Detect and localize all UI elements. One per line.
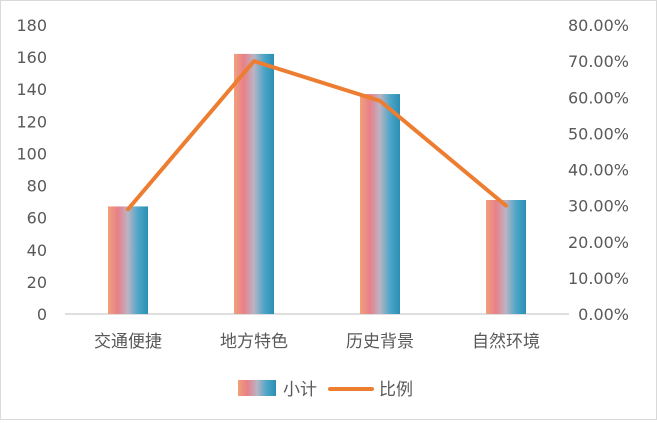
y-left-tick-label: 60 — [27, 209, 47, 228]
y-left-tick-label: 0 — [37, 305, 47, 324]
y-left-tick-label: 80 — [27, 177, 47, 196]
y-right-tick-label: 50.00% — [568, 124, 629, 143]
legend: 小计 比例 — [238, 380, 413, 400]
y-right-tick-label: 80.00% — [568, 16, 629, 35]
legend-label-line: 比例 — [379, 380, 413, 400]
x-axis: 交通便捷 地方特色 历史背景 自然环境 — [65, 314, 569, 352]
y-right-tick-label: 30.00% — [568, 197, 629, 216]
y-right-tick-label: 60.00% — [568, 88, 629, 107]
legend-label-bar: 小计 — [283, 380, 317, 400]
x-tick-label: 地方特色 — [220, 332, 288, 352]
bar — [486, 200, 526, 314]
bar-series — [108, 54, 526, 314]
x-tick-label: 自然环境 — [472, 332, 540, 352]
y-left-tick-label: 160 — [16, 48, 47, 67]
y-left-tick-label: 100 — [16, 144, 47, 163]
line-series — [128, 61, 506, 209]
bar — [108, 206, 148, 314]
line-path — [128, 61, 506, 209]
y-right-tick-label: 0.00% — [578, 305, 629, 324]
y-right-tick-label: 20.00% — [568, 233, 629, 252]
y-right-tick-label: 70.00% — [568, 52, 629, 71]
y-left-tick-label: 180 — [16, 16, 47, 35]
y-left-tick-label: 20 — [27, 273, 47, 292]
y-left-tick-label: 120 — [16, 112, 47, 131]
y-right-tick-label: 10.00% — [568, 269, 629, 288]
y-left-tick-label: 40 — [27, 241, 47, 260]
y-axis-left: 0 20 40 60 80 100 120 140 160 180 — [16, 16, 47, 324]
bar — [234, 54, 274, 314]
y-right-tick-label: 40.00% — [568, 161, 629, 180]
y-left-tick-label: 140 — [16, 80, 47, 99]
x-tick-label: 交通便捷 — [94, 332, 162, 352]
legend-swatch-bar — [238, 380, 276, 396]
x-tick-label: 历史背景 — [346, 332, 414, 352]
bar — [360, 94, 400, 314]
y-axis-right: 0.00% 10.00% 20.00% 30.00% 40.00% 50.00% 60.00… — [568, 16, 629, 324]
